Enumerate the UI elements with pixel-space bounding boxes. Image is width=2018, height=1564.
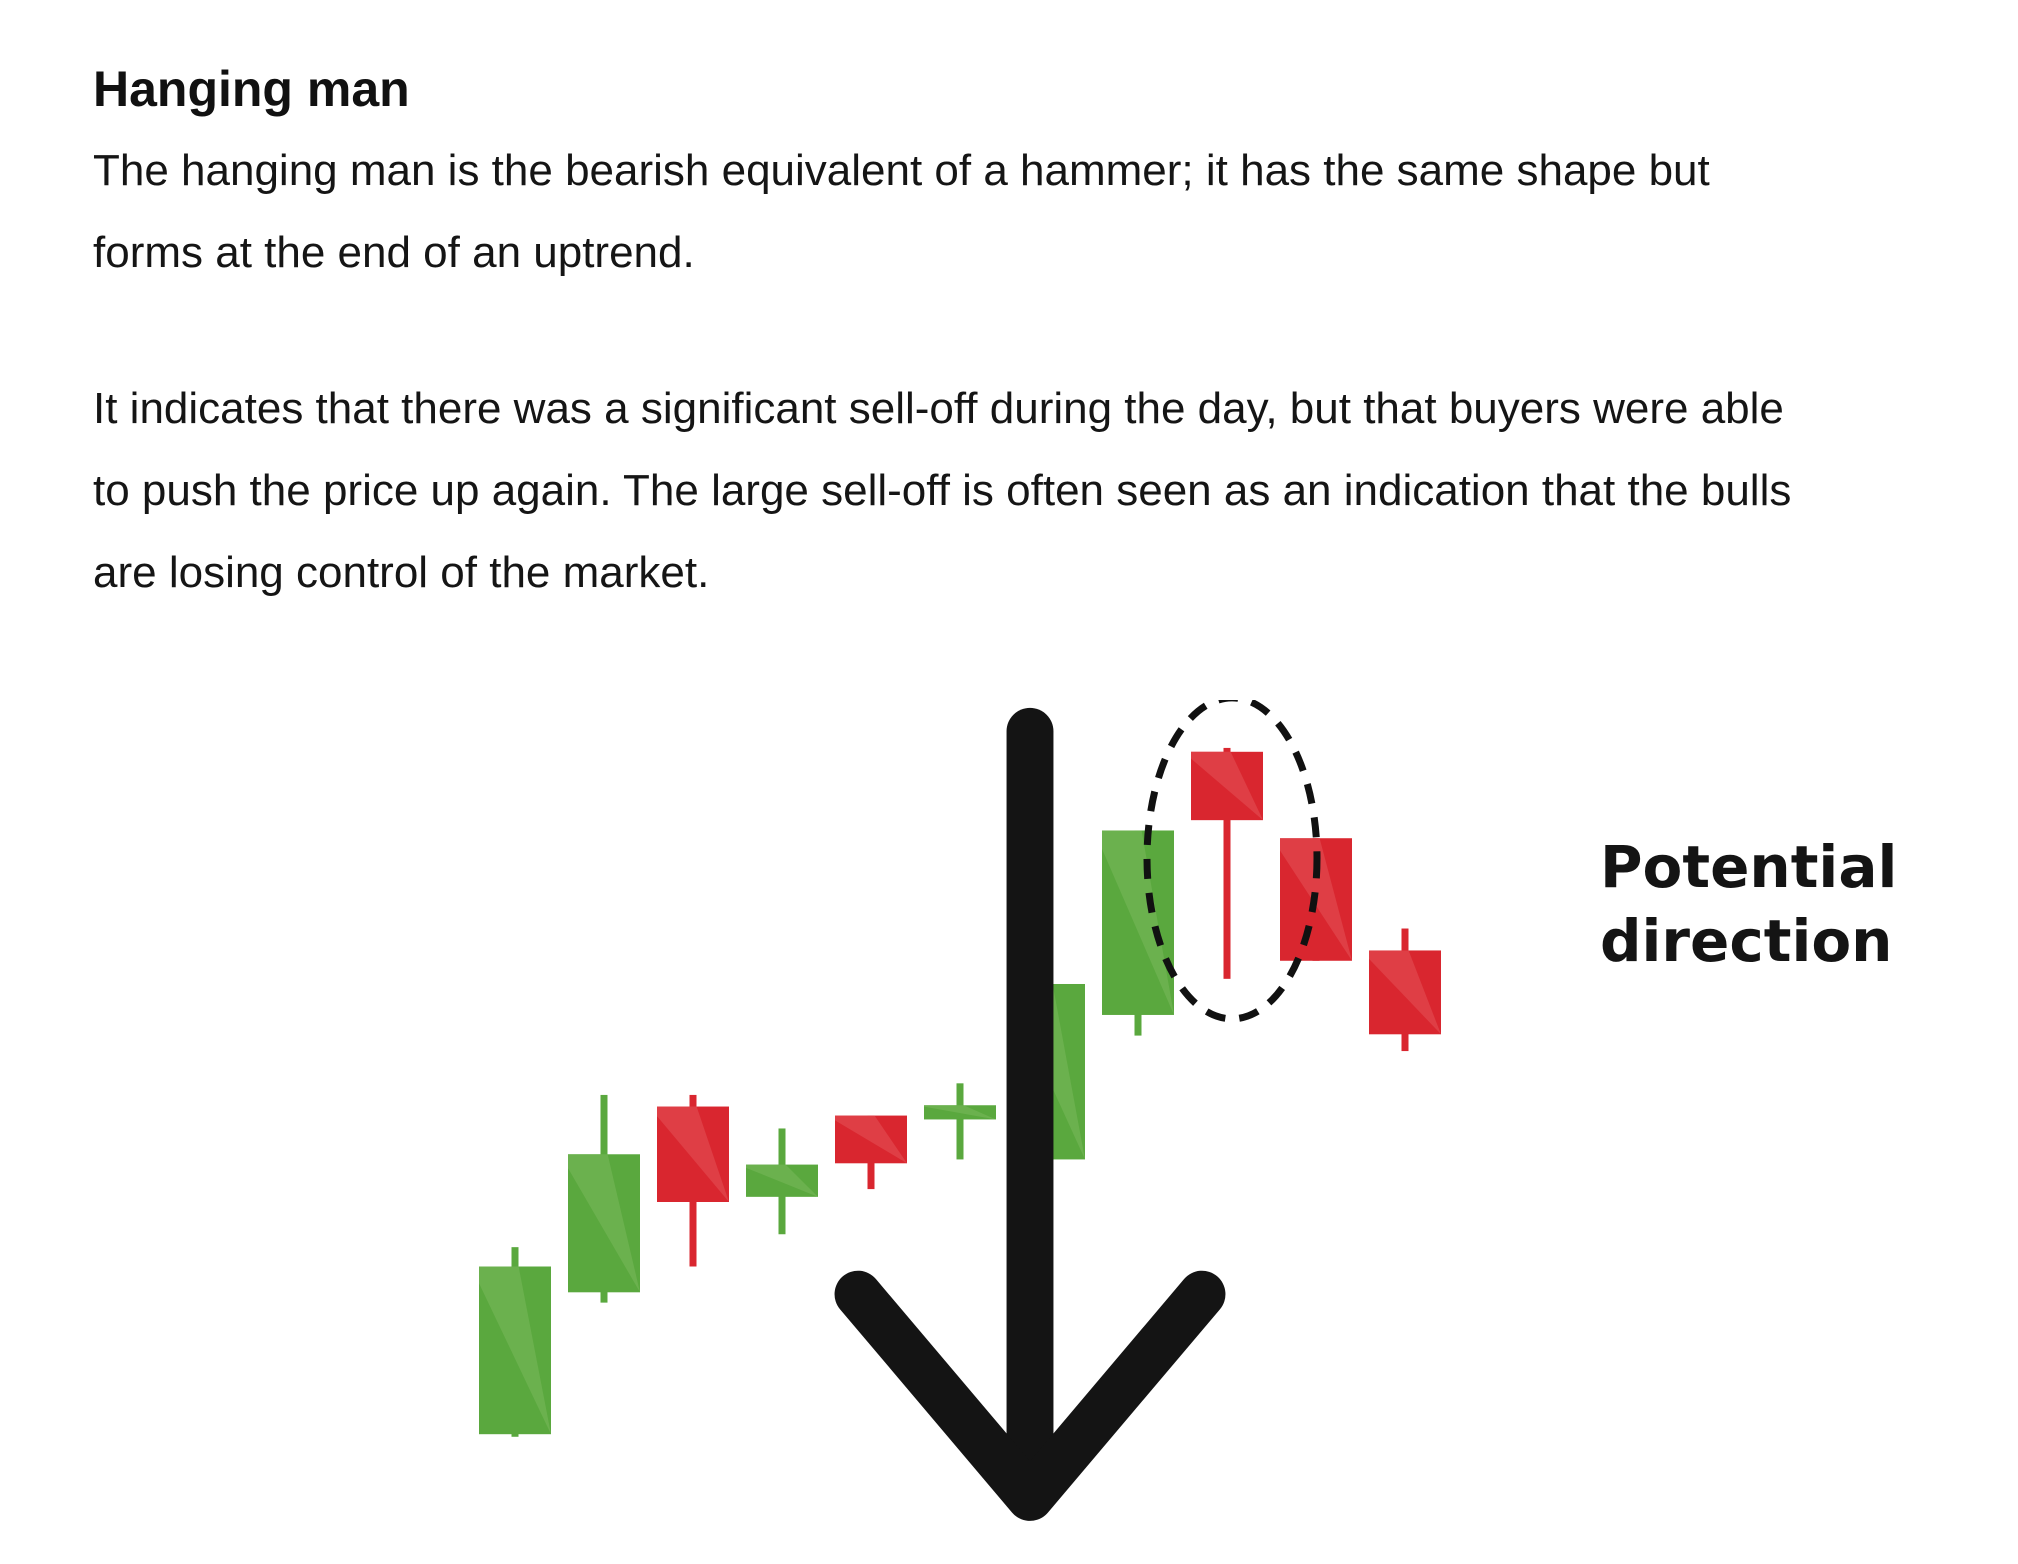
candle-body-shade — [1369, 950, 1441, 1035]
candlestick — [1191, 747, 1263, 979]
candle-body-shade — [746, 1164, 818, 1197]
label-line: direction — [1600, 907, 1893, 975]
section-heading: Hanging man — [93, 61, 410, 117]
candlestick — [835, 1115, 907, 1190]
candlestick — [1369, 928, 1441, 1052]
paragraph-line: are losing control of the market. — [93, 548, 710, 597]
hanging-man-illustration: Potential direction — [470, 700, 1897, 1560]
candlestick — [746, 1128, 818, 1235]
candle-body-shade — [1191, 751, 1263, 821]
candlestick-figure — [479, 700, 1441, 1437]
candle-body-shade — [835, 1115, 907, 1164]
paragraph-line: to push the price up again. The large se… — [93, 466, 1792, 515]
down-arrow-icon — [834, 707, 1226, 1521]
candle-wick — [1223, 747, 1231, 979]
candlestick — [657, 1094, 729, 1267]
candlestick — [568, 1094, 640, 1303]
paragraph-line: It indicates that there was a significan… — [93, 384, 1784, 433]
candlestick — [479, 1247, 551, 1437]
paragraph-line: The hanging man is the bearish equivalen… — [93, 146, 1710, 195]
candle-body-shade — [1102, 830, 1174, 1015]
potential-direction-label: Potential direction — [1600, 830, 1920, 978]
candle-body-shade — [924, 1105, 996, 1120]
paragraph-line: forms at the end of an uptrend. — [93, 228, 695, 277]
candle-body-shade — [657, 1106, 729, 1202]
article: Hanging man The hanging man is the beari… — [93, 56, 2018, 614]
candlestick — [1102, 830, 1174, 1036]
paragraph-spacer — [93, 294, 2018, 368]
label-line: Potential — [1600, 833, 1898, 901]
candlestick — [924, 1083, 996, 1160]
candle-body-shade — [479, 1266, 551, 1435]
highlight-ring — [1143, 700, 1321, 1023]
candle-wick — [956, 1083, 964, 1160]
candle-body-shade — [568, 1154, 640, 1293]
